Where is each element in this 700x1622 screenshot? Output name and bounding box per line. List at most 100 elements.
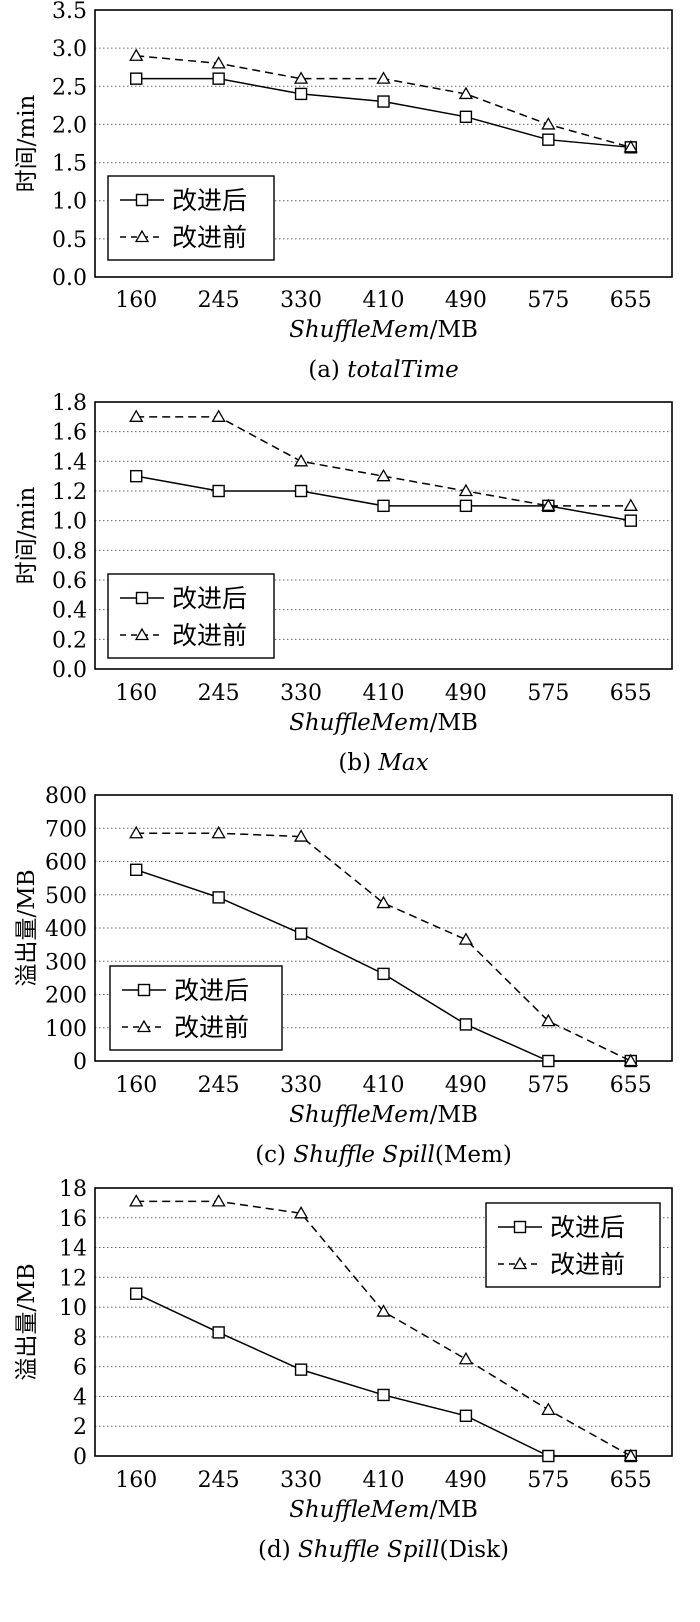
- plot-frame: [94, 794, 673, 1062]
- x-axis-label-unit: /MB: [430, 317, 478, 343]
- x-axis-label: ShuffleMem/MB: [289, 1497, 478, 1523]
- data-point-triangle: [211, 825, 226, 839]
- x-tick-label: 160: [115, 1468, 157, 1493]
- data-point-triangle: [129, 48, 144, 61]
- legend-label: 改进后: [172, 584, 247, 613]
- y-tick-label: 700: [45, 817, 87, 842]
- data-point-square: [212, 72, 225, 85]
- x-tick-label: 655: [610, 288, 652, 313]
- data-point-square: [130, 469, 143, 483]
- y-tick-label: 1.0: [52, 190, 87, 215]
- data-point-triangle: [458, 1351, 474, 1365]
- data-point-square: [542, 133, 555, 146]
- x-tick-label: 330: [280, 1073, 322, 1098]
- x-tick-label: 575: [527, 288, 569, 313]
- legend-box: [109, 965, 283, 1051]
- legend-label: 改进前: [550, 1250, 625, 1279]
- data-point-square: [130, 863, 143, 877]
- y-tick-label: 600: [45, 851, 87, 876]
- x-tick-label: 575: [527, 1468, 569, 1493]
- data-point-triangle: [376, 71, 391, 84]
- y-tick-label: 0.8: [52, 539, 87, 564]
- legend-marker-square: [135, 193, 149, 207]
- legend-label: 改进前: [174, 1013, 249, 1042]
- x-tick-label: 245: [198, 681, 240, 706]
- caption-main: Shuffle Spill: [298, 1537, 440, 1563]
- y-tick-label: 10: [59, 1296, 87, 1321]
- legend-marker-square: [513, 1220, 527, 1234]
- data-point-square: [459, 1409, 473, 1423]
- legend-marker-triangle: [134, 229, 150, 243]
- x-axis-label-unit: /MB: [430, 1497, 478, 1523]
- x-tick-label: 490: [445, 681, 487, 706]
- caption-main: Shuffle Spill: [293, 1142, 435, 1168]
- data-point-triangle: [623, 498, 638, 511]
- y-tick-label: 1.4: [52, 450, 87, 475]
- caption-suffix: (Mem): [435, 1142, 512, 1168]
- legend-label: 改进后: [550, 1213, 625, 1242]
- data-point-square: [377, 499, 390, 513]
- y-tick-label: 1.6: [52, 421, 87, 446]
- y-tick-label: 0.0: [52, 658, 87, 683]
- data-point-square: [294, 1363, 308, 1376]
- series-line-improved: [135, 1293, 631, 1457]
- y-tick-label: 0.6: [52, 569, 87, 594]
- y-tick-label: 18: [59, 1177, 87, 1202]
- y-tick-label: 14: [59, 1237, 87, 1262]
- x-tick-label: 490: [445, 288, 487, 313]
- legend-marker-triangle: [134, 627, 150, 641]
- data-point-triangle: [458, 483, 474, 497]
- y-tick-label: 400: [45, 917, 87, 942]
- data-point-triangle: [293, 829, 309, 842]
- y-axis-label: 溢出量/MB: [14, 869, 40, 986]
- x-axis-label-main: ShuffleMem: [289, 710, 430, 736]
- x-axis-label-unit: /MB: [430, 710, 478, 736]
- x-tick-label: 655: [610, 1468, 652, 1493]
- caption-prefix: (b): [338, 750, 378, 776]
- y-tick-label: 3.5: [52, 0, 87, 24]
- data-point-triangle: [211, 1194, 226, 1207]
- x-tick-label: 490: [445, 1468, 487, 1493]
- panel-caption: (b) Max: [338, 750, 428, 776]
- legend-marker-square: [135, 591, 149, 605]
- x-tick-label: 330: [280, 288, 322, 313]
- data-point-triangle: [623, 140, 638, 153]
- data-point-triangle: [293, 454, 309, 467]
- x-tick-label: 330: [280, 681, 322, 706]
- y-tick-label: 300: [45, 950, 87, 975]
- caption-main: Max: [377, 750, 428, 776]
- legend-label: 改进前: [172, 621, 247, 650]
- legend-box: [107, 573, 275, 659]
- data-point-square: [294, 87, 308, 101]
- data-point-square: [459, 499, 473, 513]
- data-point-triangle: [541, 1402, 556, 1415]
- x-tick-label: 160: [115, 681, 157, 706]
- caption-prefix: (c): [255, 1142, 293, 1168]
- series-line-improved: [136, 77, 631, 149]
- x-tick-label: 245: [198, 288, 240, 313]
- y-tick-label: 0.5: [52, 228, 87, 253]
- data-point-square: [294, 927, 308, 940]
- y-tick-label: 0: [73, 1050, 87, 1075]
- y-tick-label: 4: [73, 1385, 87, 1410]
- data-point-triangle: [293, 1206, 309, 1219]
- chart-panel-1: 0.0 0.5 1.0 1.5 2.0 2.5 3.0 3.5 160 245 330 410 490 5…: [14, 0, 673, 383]
- y-tick-label: 200: [45, 984, 87, 1009]
- x-tick-label: 410: [363, 1073, 405, 1098]
- y-tick-label: 0.2: [52, 628, 87, 653]
- data-point-triangle: [623, 1448, 638, 1462]
- legend-marker-triangle: [512, 1256, 528, 1270]
- caption-main: totalTime: [347, 357, 459, 383]
- data-point-square: [459, 1018, 473, 1031]
- x-tick-label: 575: [527, 1073, 569, 1098]
- x-axis-label-main: ShuffleMem: [289, 1497, 430, 1523]
- data-point-square: [624, 514, 637, 527]
- y-tick-label: 0.0: [52, 266, 87, 291]
- x-axis-label-main: ShuffleMem: [289, 317, 430, 343]
- y-tick-label: 12: [59, 1266, 87, 1291]
- legend-box: [107, 175, 275, 261]
- x-tick-label: 490: [445, 1073, 487, 1098]
- x-tick-label: 245: [198, 1468, 240, 1493]
